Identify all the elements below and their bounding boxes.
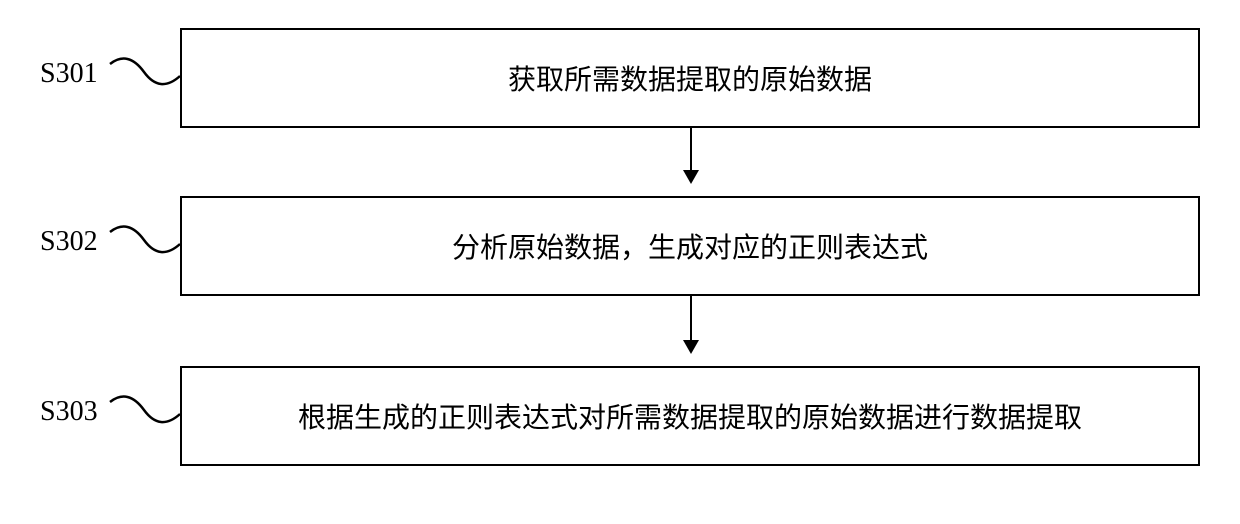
flowchart-container: S301 获取所需数据提取的原始数据 S302 分析原始数据，生成对应的正则表达…: [0, 0, 1240, 524]
arrow-s302-s303: [690, 296, 692, 352]
connector-squiggle-2: [108, 224, 182, 260]
step-text-s302: 分析原始数据，生成对应的正则表达式: [452, 226, 928, 266]
connector-squiggle-3: [108, 394, 182, 430]
step-label-s301: S301: [40, 58, 98, 90]
step-text-s301: 获取所需数据提取的原始数据: [508, 58, 872, 98]
connector-squiggle-1: [108, 56, 182, 92]
step-box-s303: 根据生成的正则表达式对所需数据提取的原始数据进行数据提取: [180, 366, 1200, 466]
arrow-s301-s302: [690, 128, 692, 182]
step-label-s302: S302: [40, 226, 98, 258]
step-label-s303: S303: [40, 396, 98, 428]
step-box-s302: 分析原始数据，生成对应的正则表达式: [180, 196, 1200, 296]
step-text-s303: 根据生成的正则表达式对所需数据提取的原始数据进行数据提取: [298, 396, 1082, 436]
step-box-s301: 获取所需数据提取的原始数据: [180, 28, 1200, 128]
